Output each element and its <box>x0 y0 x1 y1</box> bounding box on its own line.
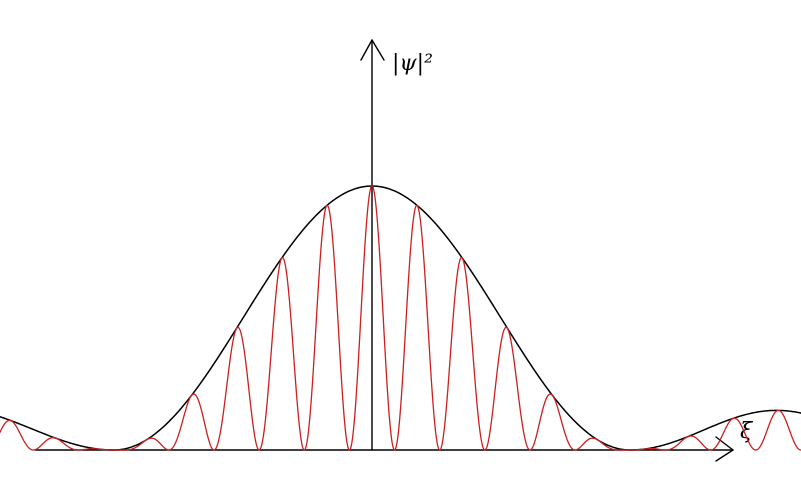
x-axis-arrowhead <box>715 436 734 462</box>
y-axis-arrowhead <box>360 39 385 61</box>
fringes-right-side-lobe <box>629 409 801 451</box>
x-axis-label: ξ <box>740 419 754 444</box>
y-axis-label: |ψ|² <box>392 51 433 76</box>
y-axis: |ψ|² <box>360 39 433 451</box>
fringe-curves <box>0 185 801 451</box>
x-axis: ξ <box>34 419 754 462</box>
fringes-left-side-lobe <box>0 419 115 451</box>
envelope-right-side-lobe <box>629 409 801 451</box>
fringes-central-lobe <box>113 185 631 451</box>
